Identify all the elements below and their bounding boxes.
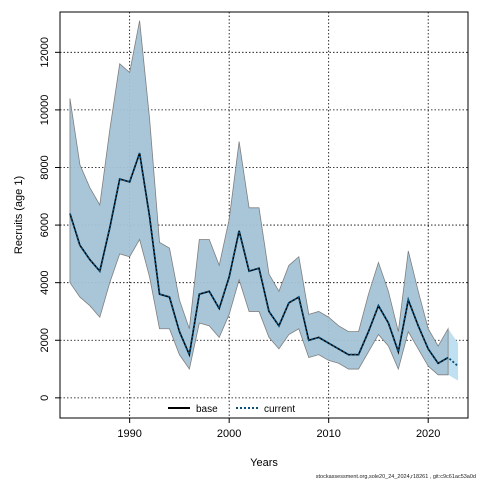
y-tick-label: 4000 [39,270,51,294]
x-tick-label: 2020 [416,428,440,440]
y-axis-ticks: 0 2000 4000 6000 8000 10000 12000 [39,37,60,401]
x-axis-label: Years [250,457,278,469]
line-current [69,152,459,367]
y-tick-label: 0 [39,395,51,401]
legend-label-base: base [196,404,218,415]
y-axis-label: Recruits (age 1) [13,176,25,254]
x-axis-ticks: 1990 2000 2010 2020 [117,418,440,440]
x-tick-label: 1990 [117,428,141,440]
y-tick-label: 10000 [39,95,51,126]
y-tick-label: 12000 [39,37,51,68]
band-current-extension [448,328,459,381]
y-tick-label: 2000 [39,328,51,352]
legend: base current [168,404,295,415]
y-tick-label: 6000 [39,213,51,237]
plot-frame [59,11,469,419]
y-tick-label: 8000 [39,155,51,179]
x-tick-label: 2000 [217,428,241,440]
x-tick-label: 2010 [316,428,340,440]
legend-label-current: current [264,404,295,415]
band-base [69,20,449,376]
series-lines [69,152,459,367]
footer-note: stockassessment.org,sole20_24_2024,r1826… [316,474,476,480]
confidence-bands [69,20,459,381]
